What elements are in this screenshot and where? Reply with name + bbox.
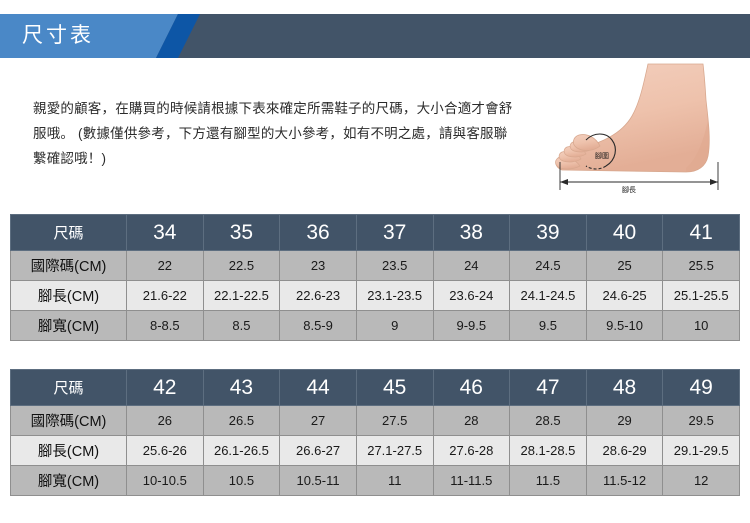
table-row: 腳寬(CM) 8-8.5 8.5 8.5-9 9 9-9.5 9.5 9.5-1… [10,310,740,341]
table-cell: 22.6-23 [279,280,357,311]
table-cell: 28.1-28.5 [509,435,587,466]
table-cell: 9 [355,310,434,341]
table-cell: 21.6-22 [126,280,204,311]
table-cell: 25 [585,250,664,281]
column-header-size: 44 [279,369,357,406]
table-cell: 23.6-24 [432,280,511,311]
table-cell: 9.5-10 [585,310,664,341]
table-cell: 11.5-12 [585,465,664,496]
foot-measurement-diagram: 腳圍 腳長 [536,62,742,204]
foot-girth-label: 腳圍 [595,153,609,160]
table-cell: 25.6-26 [126,435,204,466]
table-row: 國際碼(CM) 26 26.5 27 27.5 28 28.5 29 29.5 [10,405,740,436]
table-cell: 8-8.5 [126,310,204,341]
table-cell: 24 [432,250,511,281]
table-cell: 24.1-24.5 [509,280,587,311]
column-header-size: 42 [126,369,204,406]
column-header-size: 35 [202,214,281,251]
table-cell: 9-9.5 [432,310,511,341]
column-header-size: 49 [662,369,740,406]
table-cell: 28.6-29 [585,435,664,466]
table-cell: 28 [432,405,511,436]
table-cell: 26.1-26.5 [202,435,281,466]
table-cell: 22.1-22.5 [202,280,281,311]
intro-line-1: 親愛的顧客，在購買的時候請根據下表來確定所需鞋子的尺碼，大小合適才會舒 [33,101,513,116]
table-cell: 11.5 [509,465,587,496]
table-cell: 12 [662,465,740,496]
table-cell: 23.5 [355,250,434,281]
intro-line-2: 服哦。 (數據僅供參考，下方還有腳型的大小參考，如有不明之處，請與客服聯 [33,126,508,141]
table-cell: 24.6-25 [585,280,664,311]
table-cell: 28.5 [509,405,587,436]
size-table-34-41: 尺碼 34 35 36 37 38 39 40 41 國際碼(CM) 22 22… [10,214,740,341]
banner-blue-shape [0,14,178,58]
table-cell: 22 [126,250,204,281]
column-header-size: 48 [585,369,664,406]
column-header-size: 39 [509,214,587,251]
row-label: 國際碼(CM) [10,405,127,436]
column-header-size-label: 尺碼 [10,369,127,406]
table-cell: 27.6-28 [432,435,511,466]
foot-length-label: 腳長 [620,185,638,195]
table-cell: 29.1-29.5 [662,435,740,466]
foot-illustration-icon [555,63,719,190]
table-cell: 23.1-23.5 [355,280,434,311]
table-row: 腳長(CM) 25.6-26 26.1-26.5 26.6-27 27.1-27… [10,435,740,466]
row-label: 腳寬(CM) [10,465,127,496]
table-cell: 24.5 [509,250,587,281]
row-label: 腳長(CM) [10,435,127,466]
table-cell: 26.5 [202,405,281,436]
table-cell: 29 [585,405,664,436]
table-cell: 10-10.5 [126,465,204,496]
table-cell: 26.6-27 [279,435,357,466]
column-header-size: 46 [432,369,511,406]
table-cell: 10.5 [202,465,281,496]
table-cell: 27.5 [355,405,434,436]
page-header-banner: 尺寸表 [0,14,750,58]
column-header-size: 37 [355,214,434,251]
table-cell: 9.5 [509,310,587,341]
column-header-size: 43 [202,369,281,406]
column-header-size: 38 [432,214,511,251]
table-cell: 22.5 [202,250,281,281]
table-cell: 25.1-25.5 [662,280,740,311]
column-header-size: 40 [585,214,664,251]
table-cell: 27 [279,405,357,436]
column-header-size: 47 [509,369,587,406]
table-row: 腳寬(CM) 10-10.5 10.5 10.5-11 11 11-11.5 1… [10,465,740,496]
table-header-row: 尺碼 34 35 36 37 38 39 40 41 [10,214,740,251]
table-cell: 27.1-27.5 [355,435,434,466]
row-label: 腳長(CM) [10,280,127,311]
row-label: 國際碼(CM) [10,250,127,281]
table-header-row: 尺碼 42 43 44 45 46 47 48 49 [10,369,740,406]
table-cell: 10 [662,310,740,341]
size-table-42-49: 尺碼 42 43 44 45 46 47 48 49 國際碼(CM) 26 26… [10,369,740,496]
table-cell: 23 [279,250,357,281]
table-row: 腳長(CM) 21.6-22 22.1-22.5 22.6-23 23.1-23… [10,280,740,311]
table-cell: 10.5-11 [279,465,357,496]
intro-line-3: 繫確認哦！) [33,151,107,166]
table-cell: 8.5-9 [279,310,357,341]
column-header-size: 34 [126,214,204,251]
row-label: 腳寬(CM) [10,310,127,341]
column-header-size: 45 [355,369,434,406]
table-cell: 29.5 [662,405,740,436]
table-row: 國際碼(CM) 22 22.5 23 23.5 24 24.5 25 25.5 [10,250,740,281]
intro-text: 親愛的顧客，在購買的時候請根據下表來確定所需鞋子的尺碼，大小合適才會舒 服哦。 … [33,96,553,171]
table-cell: 11 [355,465,434,496]
column-header-size: 36 [279,214,357,251]
table-cell: 26 [126,405,204,436]
column-header-size: 41 [662,214,740,251]
table-cell: 8.5 [202,310,281,341]
table-cell: 11-11.5 [432,465,511,496]
column-header-size-label: 尺碼 [10,214,127,251]
page-title: 尺寸表 [22,24,94,47]
table-cell: 25.5 [662,250,740,281]
